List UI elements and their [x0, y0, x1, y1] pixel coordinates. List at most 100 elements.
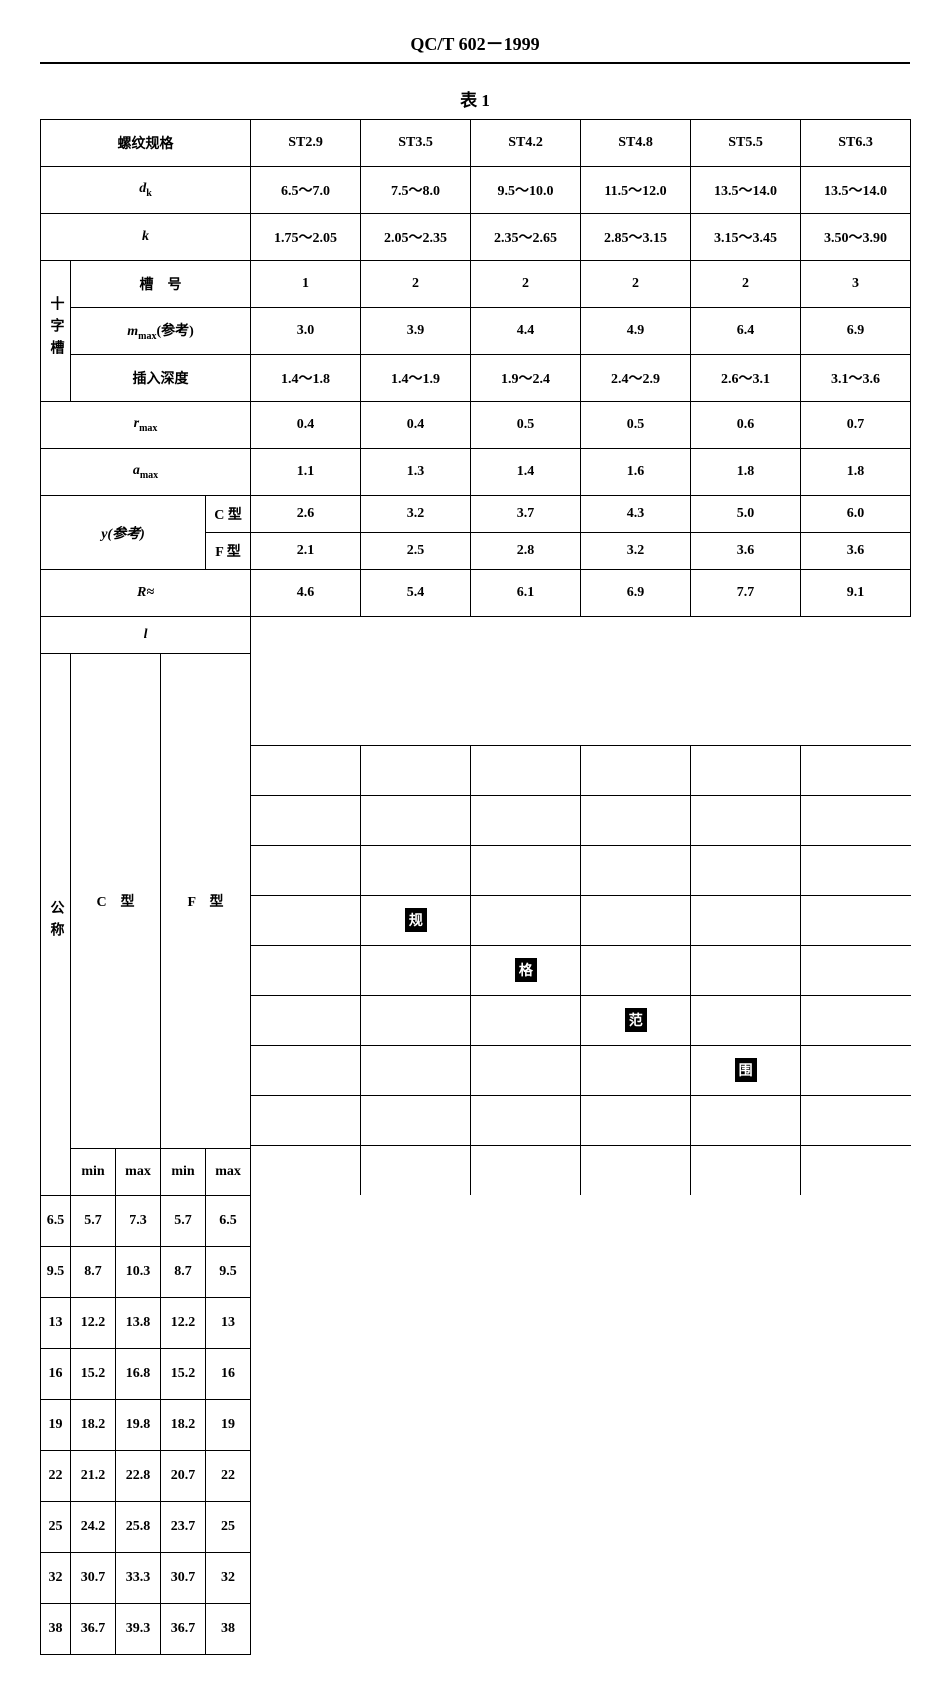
yf-2: 2.8	[471, 533, 581, 570]
row-amax: amax 1.1 1.3 1.4 1.6 1.8 1.8	[41, 449, 911, 496]
spec-table: 螺纹规格 ST2.9 ST3.5 ST4.2 ST4.8 ST5.5 ST6.3…	[40, 119, 911, 1655]
matrix-cell	[691, 895, 801, 945]
length-row: 6.55.77.35.76.5	[41, 1195, 911, 1246]
dk-4: 13.5～14.0	[691, 167, 801, 214]
label-slot-no: 槽 号	[71, 261, 251, 308]
matrix-row	[251, 845, 911, 895]
depth-1: 1.4～1.9	[361, 355, 471, 402]
length-row: 3836.739.336.738	[41, 1603, 911, 1654]
yref-text: y(参考)	[101, 527, 145, 542]
label-c-max: max	[116, 1148, 161, 1195]
matrix-cell	[361, 1145, 471, 1195]
length-row: 3230.733.330.732	[41, 1552, 911, 1603]
len-cmax: 7.3	[116, 1195, 161, 1246]
dk-sub: k	[146, 188, 152, 199]
label-f-type: F 型	[161, 654, 251, 1149]
table-caption: 表 1	[40, 86, 910, 111]
matrix-row: 围	[251, 1045, 911, 1095]
len-fmax: 13	[206, 1297, 251, 1348]
len-cmax: 22.8	[116, 1450, 161, 1501]
matrix-cell	[801, 1145, 911, 1195]
mmax-suf: (参考)	[156, 324, 193, 339]
matrix-cell: 范	[581, 995, 691, 1045]
slotno-5: 3	[801, 261, 911, 308]
len-cmin: 12.2	[71, 1297, 116, 1348]
amax-0: 1.1	[251, 449, 361, 496]
R-5: 9.1	[801, 570, 911, 617]
len-fmax: 32	[206, 1552, 251, 1603]
matrix-row	[251, 1095, 911, 1145]
k-3: 2.85～3.15	[581, 214, 691, 261]
slotno-0: 1	[251, 261, 361, 308]
matrix-cell	[471, 895, 581, 945]
amax-sub: max	[140, 470, 158, 481]
matrix-cell	[801, 895, 911, 945]
row-l-header: l 规格范围	[41, 617, 911, 654]
matrix-cell	[361, 795, 471, 845]
matrix-cell	[361, 845, 471, 895]
matrix-cell	[361, 945, 471, 995]
R-2: 6.1	[471, 570, 581, 617]
len-nom: 32	[41, 1552, 71, 1603]
len-cmin: 36.7	[71, 1603, 116, 1654]
matrix-cell	[801, 1095, 911, 1145]
matrix-cell	[471, 795, 581, 845]
len-cmin: 15.2	[71, 1348, 116, 1399]
matrix-cell: 格	[471, 945, 581, 995]
mmax-pre: m	[127, 324, 138, 339]
matrix-cell	[801, 745, 911, 795]
range-badge: 范	[625, 1008, 647, 1032]
rmax-3: 0.5	[581, 402, 691, 449]
matrix-cell	[251, 845, 361, 895]
matrix-cell	[581, 845, 691, 895]
yc-4: 5.0	[691, 496, 801, 533]
row-thread-spec: 螺纹规格 ST2.9 ST3.5 ST4.2 ST4.8 ST5.5 ST6.3	[41, 120, 911, 167]
range-badge: 格	[515, 958, 537, 982]
slotno-4: 2	[691, 261, 801, 308]
nominal-text: 公称	[46, 890, 66, 954]
row-depth: 插入深度 1.4～1.8 1.4～1.9 1.9～2.4 2.4～2.9 2.6…	[41, 355, 911, 402]
depth-0: 1.4～1.8	[251, 355, 361, 402]
label-dk: dk	[41, 167, 251, 214]
R-1: 5.4	[361, 570, 471, 617]
matrix-row: 格	[251, 945, 911, 995]
label-mmax: mmax(参考)	[71, 308, 251, 355]
len-cmax: 10.3	[116, 1246, 161, 1297]
length-matrix-inner: 规格范围	[251, 617, 911, 1195]
len-nom: 9.5	[41, 1246, 71, 1297]
col-st55: ST5.5	[691, 120, 801, 167]
amax-1: 1.3	[361, 449, 471, 496]
slotno-2: 2	[471, 261, 581, 308]
rmax-1: 0.4	[361, 402, 471, 449]
matrix-cell	[581, 945, 691, 995]
len-nom: 19	[41, 1399, 71, 1450]
matrix-cell	[691, 845, 801, 895]
mmax-5: 6.9	[801, 308, 911, 355]
rmax-0: 0.4	[251, 402, 361, 449]
mmax-2: 4.4	[471, 308, 581, 355]
matrix-cell	[691, 1145, 801, 1195]
len-fmin: 36.7	[161, 1603, 206, 1654]
yf-0: 2.1	[251, 533, 361, 570]
slotno-3: 2	[581, 261, 691, 308]
matrix-cell	[581, 895, 691, 945]
row-k: k 1.75～2.05 2.05～2.35 2.35～2.65 2.85～3.1…	[41, 214, 911, 261]
dk-5: 13.5～14.0	[801, 167, 911, 214]
len-fmin: 18.2	[161, 1399, 206, 1450]
k-2: 2.35～2.65	[471, 214, 581, 261]
len-fmin: 23.7	[161, 1501, 206, 1552]
matrix-cell	[801, 795, 911, 845]
matrix-cell	[251, 1095, 361, 1145]
len-cmin: 21.2	[71, 1450, 116, 1501]
yf-4: 3.6	[691, 533, 801, 570]
col-st63: ST6.3	[801, 120, 911, 167]
matrix-row	[251, 1145, 911, 1195]
yf-3: 3.2	[581, 533, 691, 570]
matrix-row: 规	[251, 895, 911, 945]
yc-0: 2.6	[251, 496, 361, 533]
length-row: 1615.216.815.216	[41, 1348, 911, 1399]
label-R: R≈	[41, 570, 251, 617]
mmax-1: 3.9	[361, 308, 471, 355]
matrix-cell	[361, 995, 471, 1045]
label-cross-slot: 十字槽	[41, 261, 71, 402]
